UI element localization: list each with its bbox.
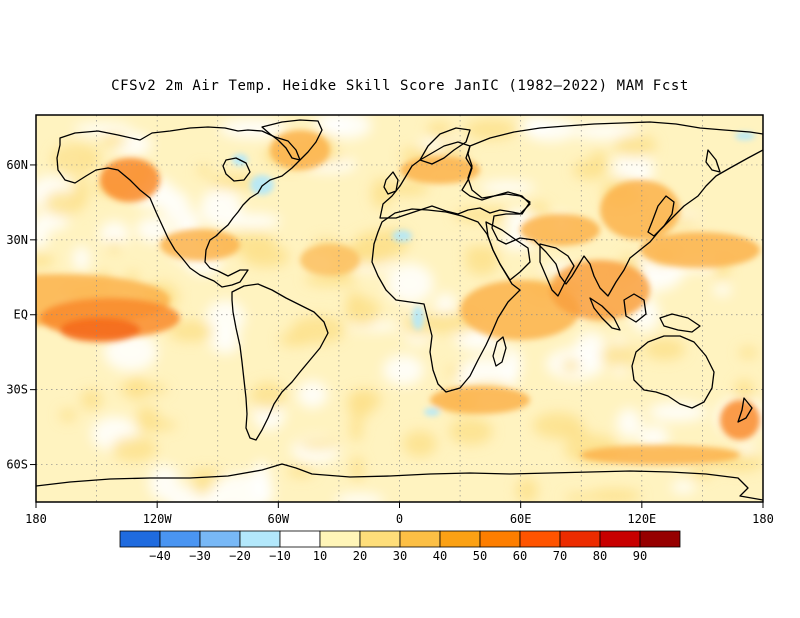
colorbar-swatch [279,530,321,548]
lon-tick-label: 60W [267,512,289,526]
coast-south-america [231,283,329,441]
colorbar-swatch [559,530,601,548]
skill-blobs-strong [36,130,760,465]
coast-hudson-bay [222,157,251,182]
lat-lon-grid [36,115,763,502]
coast-kamchatka [705,149,721,173]
colorbar-label: −40 [149,549,171,563]
colorbar-label: 70 [553,549,567,563]
lon-tick-label: 180 [752,512,774,526]
lon-tick-label: 120W [143,512,173,526]
colorbar-label: 10 [313,549,327,563]
colorbar-label: −20 [229,549,251,563]
colorbar-label: 30 [393,549,407,563]
colorbar-label: −30 [189,549,211,563]
coast-australia [631,335,715,409]
colorbar-label: 20 [353,549,367,563]
colorbar-label: 40 [433,549,447,563]
lon-tick-label: 120E [627,512,656,526]
colorbar-swatch [439,530,481,548]
colorbar-swatch [479,530,521,548]
colorbar-swatch [359,530,401,548]
coast-new-zealand [737,397,753,423]
colorbar-labels: −40 −30 −20 −10 10 20 30 40 50 60 70 80 90 [149,549,647,563]
colorbar [119,530,681,548]
colorbar-swatch [399,530,441,548]
colorbar-label: 60 [513,549,527,563]
colorbar-swatch [199,530,241,548]
coast-asia [467,121,763,297]
skill-field [36,115,763,502]
coast-british-isles [383,171,399,195]
coast-madagascar [492,336,507,367]
lon-tick-label: 60E [510,512,532,526]
lon-tick-label: 180 [25,512,47,526]
colorbar-label: 90 [633,549,647,563]
colorbar-swatch [159,530,201,548]
colorbar-swatch [319,530,361,548]
lat-tick-label: 60N [6,158,28,172]
lat-tick-label: 30N [6,233,28,247]
lat-tick-label: EQ [14,308,28,322]
colorbar-swatch [639,530,681,548]
coastlines [36,119,763,501]
lat-tick-label: 60S [6,458,28,472]
coast-arabia [485,221,531,281]
lat-tick-label: 30S [6,383,28,397]
lon-tick-label: 0 [396,512,403,526]
colorbar-label: 80 [593,549,607,563]
coast-borneo [623,293,647,323]
colorbar-swatch [239,530,281,548]
coast-india [539,243,575,297]
longitude-axis: 180 120W 60W 0 60E 120E 180 [25,502,774,526]
chart-title: CFSv2 2m Air Temp. Heidke Skill Score Ja… [111,78,689,94]
coast-africa [371,208,521,393]
coast-north-america [56,126,301,288]
coast-new-guinea [659,313,701,333]
latitude-axis: 60N 30N EQ 30S 60S [6,158,36,472]
colorbar-swatch [519,530,561,548]
coast-greenland [261,119,323,161]
coast-scandinavia [419,127,471,165]
coast-japan [647,195,675,237]
coast-antarctica [36,463,763,501]
coast-sumatra [589,297,621,331]
colorbar-swatch [599,530,641,548]
colorbar-label: 50 [473,549,487,563]
coast-europe [379,141,531,219]
colorbar-swatch [119,530,161,548]
colorbar-label: −10 [269,549,291,563]
